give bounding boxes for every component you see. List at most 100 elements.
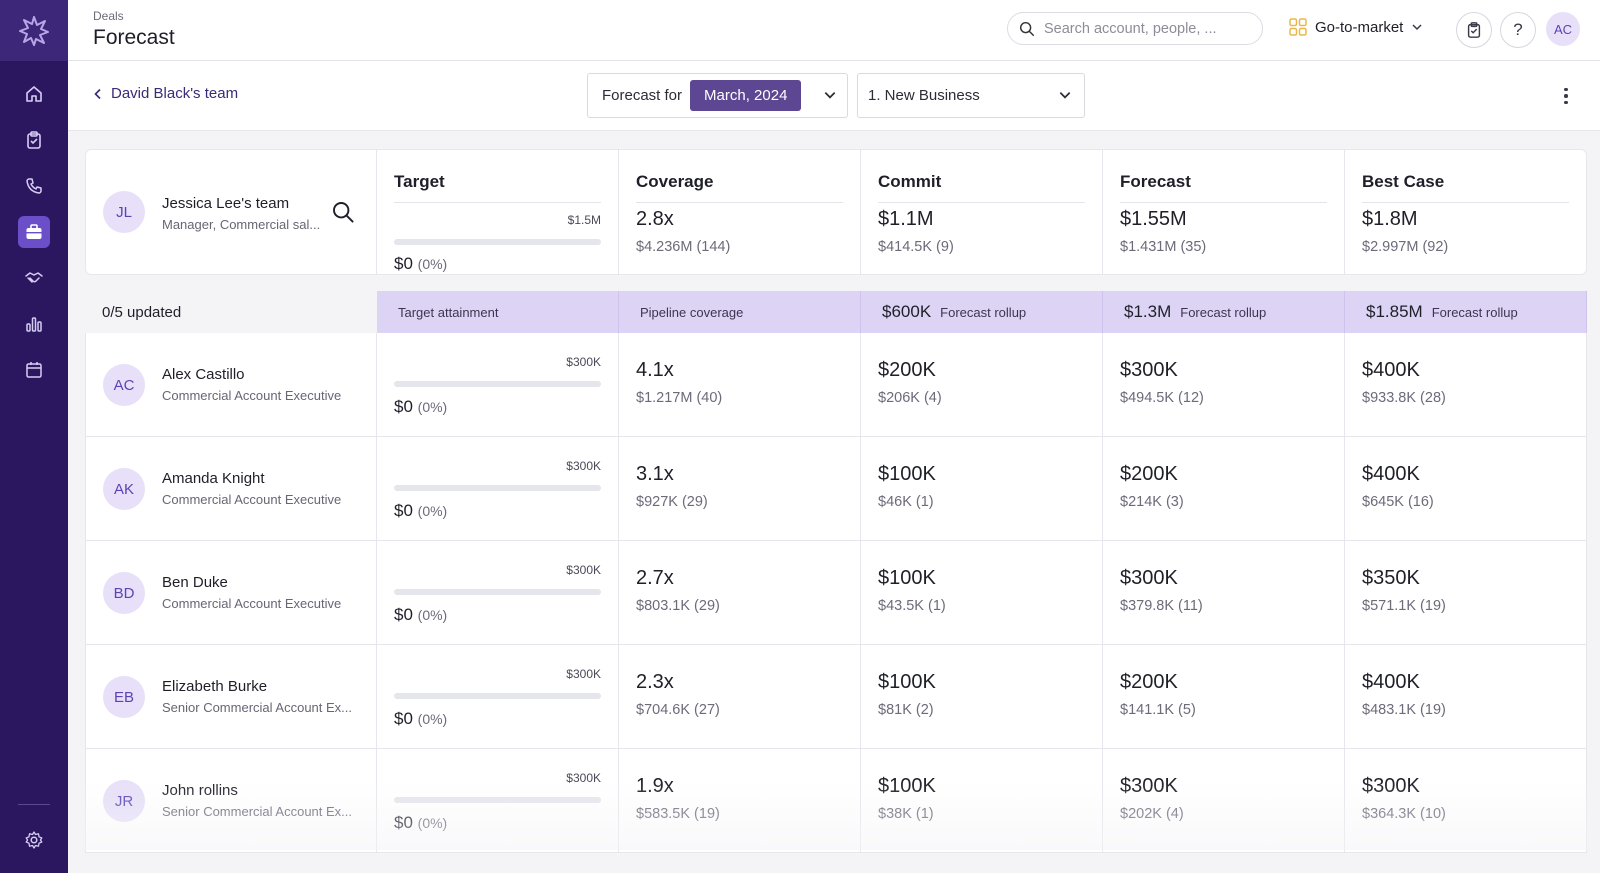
nav-insights[interactable] <box>18 308 50 340</box>
back-to-team-link[interactable]: David Black's team <box>93 85 238 102</box>
coverage-cell[interactable]: 3.1x $927K (29) <box>619 437 861 541</box>
forecast-cell[interactable]: $300K $202K (4) <box>1103 749 1345 853</box>
forecast-rollup-header[interactable]: $1.3M Forecast rollup <box>1103 291 1345 333</box>
best-case-cell[interactable]: $300K $364.3K (10) <box>1345 749 1587 853</box>
person-cell[interactable]: EB Elizabeth Burke Senior Commercial Accou… <box>85 645 377 749</box>
search-input[interactable] <box>1044 20 1244 37</box>
target-cell[interactable]: $300K $0 (0%) <box>377 749 619 853</box>
workspace-switcher[interactable]: Go-to-market <box>1289 18 1423 36</box>
forecast-sub: $1.431M (35) <box>1120 239 1207 255</box>
commit-cell[interactable]: $200K $206K (4) <box>861 333 1103 437</box>
commit-cell[interactable]: $100K $81K (2) <box>861 645 1103 749</box>
target-attained: $0 (0%) <box>394 397 448 416</box>
best-case-cell[interactable]: $400K $933.8K (28) <box>1345 333 1587 437</box>
chevron-down-icon <box>1412 24 1422 31</box>
nav-calendar[interactable] <box>18 354 50 386</box>
forecast-main: $300K <box>1120 775 1178 797</box>
forecast-summary-cell: Forecast $1.55M $1.431M (35) <box>1103 149 1345 275</box>
commit-cell[interactable]: $100K $46K (1) <box>861 437 1103 541</box>
period-pill[interactable]: March, 2024 <box>690 80 802 111</box>
commit-sub: $46K (1) <box>878 494 934 510</box>
briefcase-icon <box>26 224 42 239</box>
home-icon <box>26 86 42 102</box>
help-icon: ? <box>1513 20 1523 39</box>
commit-cell[interactable]: $100K $43.5K (1) <box>861 541 1103 645</box>
table-row[interactable]: AC Alex Castillo Commercial Account Execut… <box>85 333 1587 437</box>
page-title: Forecast <box>93 26 175 49</box>
forecast-cell[interactable]: $300K $379.8K (11) <box>1103 541 1345 645</box>
coverage-cell[interactable]: 2.3x $704.6K (27) <box>619 645 861 749</box>
person-role: Commercial Account Executive <box>162 388 342 403</box>
coverage-cell[interactable]: 1.9x $583.5K (19) <box>619 749 861 853</box>
best-case-cell[interactable]: $400K $483.1K (19) <box>1345 645 1587 749</box>
user-avatar[interactable]: AC <box>1546 12 1580 46</box>
nav-partners[interactable] <box>18 262 50 294</box>
workspace-label: Go-to-market <box>1315 18 1404 36</box>
person-name[interactable]: John rollins <box>162 782 238 799</box>
breadcrumb[interactable]: Deals <box>93 9 124 23</box>
team-cell[interactable]: JL Jessica Lee's team Manager, Commercia… <box>85 149 377 275</box>
person-name[interactable]: Elizabeth Burke <box>162 678 268 695</box>
commit-main: $100K <box>878 567 936 589</box>
bar-chart-icon <box>26 317 42 332</box>
forecast-grid: JL Jessica Lee's team Manager, Commercia… <box>85 149 1587 853</box>
person-name[interactable]: Alex Castillo <box>162 366 245 383</box>
coverage-cell[interactable]: 2.7x $803.1K (29) <box>619 541 861 645</box>
table-row[interactable]: AK Amanda Knight Commercial Account Execut… <box>85 437 1587 541</box>
person-cell[interactable]: AC Alex Castillo Commercial Account Execut… <box>85 333 377 437</box>
help-button[interactable]: ? <box>1500 12 1536 48</box>
person-cell[interactable]: JR John rollins Senior Commercial Account … <box>85 749 377 853</box>
forecast-for-label: Forecast for <box>602 87 683 104</box>
table-row[interactable]: JR John rollins Senior Commercial Account … <box>85 749 1587 853</box>
person-name[interactable]: Ben Duke <box>162 574 228 591</box>
category-select[interactable]: 1. New Business <box>857 73 1085 118</box>
person-name[interactable]: Amanda Knight <box>162 470 265 487</box>
gear-icon <box>25 831 43 849</box>
best-case-sub: $933.8K (28) <box>1362 390 1446 406</box>
nav-tasks[interactable] <box>18 124 50 156</box>
pipeline-coverage-header[interactable]: Pipeline coverage <box>619 291 861 333</box>
forecast-toolbar: David Black's team Forecast for March, 2… <box>68 61 1600 131</box>
commit-cell[interactable]: $100K $38K (1) <box>861 749 1103 853</box>
nav-calls[interactable] <box>18 170 50 202</box>
coverage-cell[interactable]: 4.1x $1.217M (40) <box>619 333 861 437</box>
best-case-cell[interactable]: $350K $571.1K (19) <box>1345 541 1587 645</box>
nav-settings[interactable] <box>18 824 50 856</box>
target-cell[interactable]: $300K $0 (0%) <box>377 437 619 541</box>
person-role: Senior Commercial Account Ex... <box>162 804 353 819</box>
starburst-logo[interactable] <box>0 0 68 61</box>
table-row[interactable]: BD Ben Duke Commercial Account Executive $3… <box>85 541 1587 645</box>
forecast-sub: $214K (3) <box>1120 494 1184 510</box>
person-cell[interactable]: BD Ben Duke Commercial Account Executive <box>85 541 377 645</box>
commit-rollup-header[interactable]: $600K Forecast rollup <box>861 291 1103 333</box>
target-attainment-header[interactable]: Target attainment <box>377 291 619 333</box>
target-progress-bar <box>394 239 601 245</box>
target-progress-bar <box>394 381 601 387</box>
search-box[interactable] <box>1007 12 1263 45</box>
person-cell[interactable]: AK Amanda Knight Commercial Account Execut… <box>85 437 377 541</box>
best-case-main: $300K <box>1362 775 1420 797</box>
forecast-main: $200K <box>1120 463 1178 485</box>
forecast-cell[interactable]: $200K $141.1K (5) <box>1103 645 1345 749</box>
forecast-sub: $202K (4) <box>1120 806 1184 822</box>
search-icon[interactable] <box>331 200 355 224</box>
best-case-rollup-header[interactable]: $1.85M Forecast rollup <box>1345 291 1587 333</box>
nav-deals[interactable] <box>18 216 50 248</box>
forecast-cell[interactable]: $300K $494.5K (12) <box>1103 333 1345 437</box>
coverage-sub: $803.1K (29) <box>636 598 720 614</box>
forecast-sub: $141.1K (5) <box>1120 702 1196 718</box>
more-options-icon[interactable] <box>1556 83 1576 109</box>
coverage-main: 2.7x <box>636 567 674 589</box>
best-case-cell[interactable]: $400K $645K (16) <box>1345 437 1587 541</box>
tasks-button[interactable] <box>1456 12 1492 48</box>
column-title-target: Target <box>394 172 445 191</box>
table-row[interactable]: EB Elizabeth Burke Senior Commercial Accou… <box>85 645 1587 749</box>
forecast-period-select[interactable]: Forecast for March, 2024 <box>587 73 848 118</box>
team-summary-row[interactable]: JL Jessica Lee's team Manager, Commercia… <box>85 149 1587 275</box>
nav-home[interactable] <box>18 78 50 110</box>
target-cell[interactable]: $300K $0 (0%) <box>377 333 619 437</box>
target-cell[interactable]: $300K $0 (0%) <box>377 645 619 749</box>
forecast-cell[interactable]: $200K $214K (3) <box>1103 437 1345 541</box>
target-cell[interactable]: $300K $0 (0%) <box>377 541 619 645</box>
calendar-icon <box>26 362 42 378</box>
